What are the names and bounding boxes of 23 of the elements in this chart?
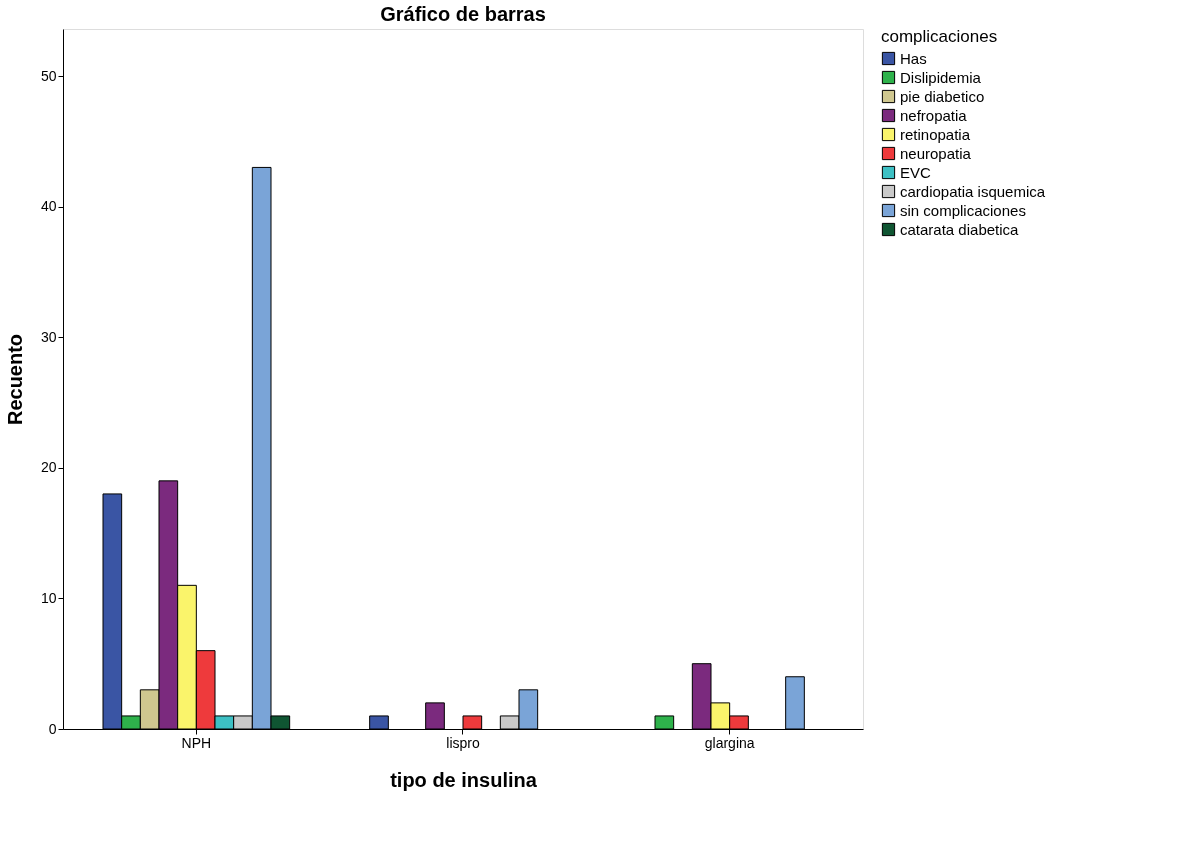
y-tick-label: 0: [48, 720, 57, 737]
legend-label: nefropatia: [900, 106, 968, 124]
legend-label: cardiopatia isquemica: [900, 182, 1046, 200]
y-tick-label: 20: [40, 459, 57, 476]
x-tick-label: glargina: [704, 734, 755, 751]
legend-label: pie diabetico: [900, 87, 985, 105]
legend-title: complicaciones: [881, 27, 998, 46]
legend-label: Has: [900, 49, 927, 67]
y-axis-title: Recuento: [3, 333, 26, 426]
y-tick-label: 50: [40, 67, 57, 84]
legend-label: catarata diabetica: [900, 220, 1020, 238]
legend-label: sin complicaciones: [900, 201, 1026, 219]
y-tick-label: 40: [40, 198, 57, 215]
y-tick-label: 10: [40, 589, 57, 606]
y-tick-label: 30: [40, 328, 57, 345]
x-tick-label: NPH: [181, 734, 212, 751]
legend-label: EVC: [900, 163, 932, 181]
x-axis-title: tipo de insulina: [390, 768, 538, 791]
legend-label: retinopatia: [900, 125, 971, 143]
x-tick-label: lispro: [446, 734, 480, 751]
chart-title: Gráfico de barras: [380, 3, 546, 25]
legend-label: Dislipidemia: [900, 68, 982, 86]
legend-label: neuropatia: [900, 144, 972, 162]
